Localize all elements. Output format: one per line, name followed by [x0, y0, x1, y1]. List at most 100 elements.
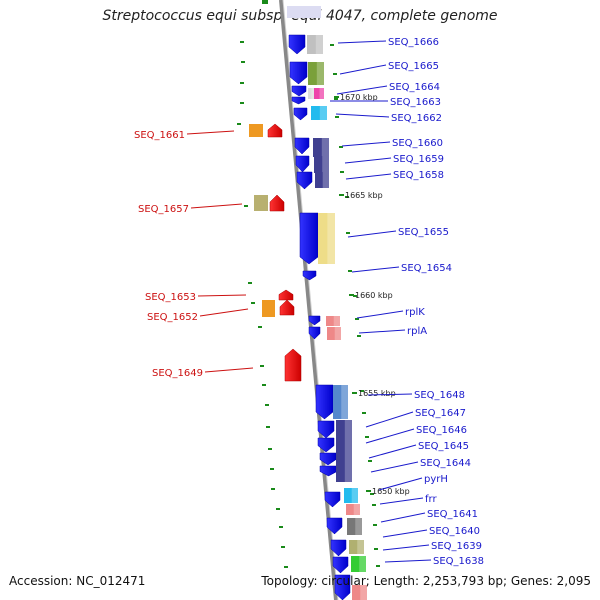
label-leader-line	[382, 544, 430, 551]
label-leader-line	[365, 428, 415, 444]
gene-category-block[interactable]	[314, 88, 324, 99]
gene-block-highlight	[321, 138, 329, 157]
reverse-gene-arrow[interactable]	[269, 194, 285, 212]
reverse-gene-label[interactable]: SEQ_1661	[134, 130, 185, 141]
tick-mark	[276, 508, 280, 510]
reverse-gene-arrow[interactable]	[278, 289, 294, 301]
forward-gene-arrow[interactable]	[294, 137, 310, 155]
tick-mark	[244, 205, 248, 207]
forward-gene-label[interactable]: SEQ_1658	[393, 170, 444, 181]
reverse-gene-arrow[interactable]	[267, 123, 283, 138]
tick-mark	[335, 116, 339, 118]
reverse-gene-arrow[interactable]	[284, 348, 302, 382]
topology-text: Topology: circular; Length: 2,253,793 bp…	[261, 574, 591, 588]
gene-category-block[interactable]	[249, 124, 263, 137]
tick-mark	[279, 526, 283, 528]
tick-mark	[357, 335, 361, 337]
forward-gene-label[interactable]: SEQ_1639	[431, 541, 482, 552]
tick-mark	[268, 448, 272, 450]
forward-gene-label[interactable]: SEQ_1663	[390, 97, 441, 108]
forward-gene-label[interactable]: rplK	[405, 307, 425, 318]
reverse-gene-label[interactable]: SEQ_1649	[152, 368, 203, 379]
forward-gene-arrow[interactable]	[317, 437, 335, 453]
forward-gene-label[interactable]: pyrH	[424, 474, 448, 485]
forward-gene-arrow[interactable]	[299, 212, 319, 265]
forward-gene-label[interactable]: SEQ_1666	[388, 37, 439, 48]
kbp-marker-label: 1660 kbp	[355, 291, 393, 300]
forward-gene-label[interactable]: SEQ_1644	[420, 458, 471, 469]
tick-mark	[355, 318, 359, 320]
tick-mark	[262, 384, 266, 386]
gene-category-block[interactable]	[308, 88, 314, 99]
forward-gene-label[interactable]: SEQ_1648	[414, 390, 465, 401]
tick-mark	[368, 460, 372, 462]
label-leader-line	[197, 294, 247, 297]
forward-gene-label[interactable]: SEQ_1662	[391, 113, 442, 124]
gene-category-block[interactable]	[336, 420, 352, 482]
reverse-gene-label[interactable]: SEQ_1657	[138, 204, 189, 215]
forward-gene-label[interactable]: SEQ_1641	[427, 509, 478, 520]
gene-category-block[interactable]	[311, 106, 327, 120]
forward-gene-arrow[interactable]	[330, 539, 347, 557]
forward-gene-label[interactable]: SEQ_1664	[389, 82, 440, 93]
gene-category-block[interactable]	[318, 213, 335, 264]
forward-gene-arrow[interactable]	[295, 155, 310, 173]
forward-gene-arrow[interactable]	[317, 420, 335, 439]
reverse-gene-label[interactable]: SEQ_1653	[145, 292, 196, 303]
tick-mark	[270, 468, 274, 470]
forward-gene-label[interactable]: SEQ_1645	[418, 441, 469, 452]
gene-category-block[interactable]	[349, 540, 364, 554]
forward-gene-arrow[interactable]	[319, 465, 338, 477]
forward-gene-arrow[interactable]	[319, 452, 337, 466]
forward-gene-label[interactable]: SEQ_1654	[401, 263, 452, 274]
gene-category-block[interactable]	[254, 195, 268, 211]
forward-gene-arrow[interactable]	[308, 326, 321, 340]
gene-category-block[interactable]	[344, 488, 358, 503]
forward-gene-arrow[interactable]	[315, 384, 334, 420]
gene-category-block[interactable]	[327, 327, 341, 340]
gene-category-block[interactable]	[308, 62, 324, 85]
forward-gene-arrow[interactable]	[324, 491, 341, 508]
reverse-gene-label[interactable]: SEQ_1652	[147, 312, 198, 323]
forward-gene-arrow[interactable]	[334, 574, 351, 600]
gene-category-block[interactable]	[352, 585, 367, 600]
gene-category-block[interactable]	[313, 138, 329, 157]
forward-gene-arrow[interactable]	[296, 171, 313, 190]
gene-block-highlight	[333, 316, 340, 326]
forward-gene-label[interactable]: frr	[425, 494, 437, 505]
gene-category-block[interactable]	[262, 300, 275, 317]
forward-gene-arrow[interactable]	[289, 61, 308, 85]
forward-gene-label[interactable]: SEQ_1659	[393, 154, 444, 165]
forward-gene-arrow[interactable]	[308, 315, 321, 326]
gene-category-block[interactable]	[347, 518, 362, 535]
label-leader-line	[378, 477, 423, 491]
forward-gene-label[interactable]: SEQ_1655	[398, 227, 449, 238]
forward-gene-arrow[interactable]	[293, 107, 308, 121]
gene-category-block[interactable]	[307, 35, 323, 54]
forward-gene-arrow[interactable]	[291, 96, 306, 105]
tick-mark	[345, 196, 349, 198]
tick-mark	[365, 436, 369, 438]
label-leader-line	[380, 512, 426, 523]
forward-gene-arrow[interactable]	[291, 85, 307, 97]
forward-gene-arrow[interactable]	[288, 34, 306, 55]
forward-gene-label[interactable]: rplA	[407, 326, 427, 337]
gene-category-block[interactable]	[326, 316, 340, 326]
gene-category-block[interactable]	[351, 556, 366, 572]
forward-gene-label[interactable]: SEQ_1647	[415, 408, 466, 419]
forward-gene-arrow[interactable]	[302, 270, 317, 281]
forward-gene-label[interactable]: SEQ_1665	[388, 61, 439, 72]
gene-block-highlight	[357, 540, 364, 554]
forward-gene-label[interactable]: SEQ_1640	[429, 526, 480, 537]
forward-gene-arrow[interactable]	[326, 517, 343, 535]
gene-category-block[interactable]	[346, 504, 360, 515]
forward-gene-label[interactable]: SEQ_1638	[433, 556, 484, 567]
forward-gene-label[interactable]: SEQ_1646	[416, 425, 467, 436]
reverse-gene-arrow[interactable]	[279, 299, 295, 316]
forward-gene-label[interactable]: SEQ_1660	[392, 138, 443, 149]
gene-category-block[interactable]	[315, 172, 329, 188]
gene-category-block[interactable]	[314, 156, 329, 173]
tick-mark	[370, 493, 374, 495]
gene-category-block[interactable]	[333, 385, 348, 419]
forward-gene-arrow[interactable]	[332, 556, 349, 574]
